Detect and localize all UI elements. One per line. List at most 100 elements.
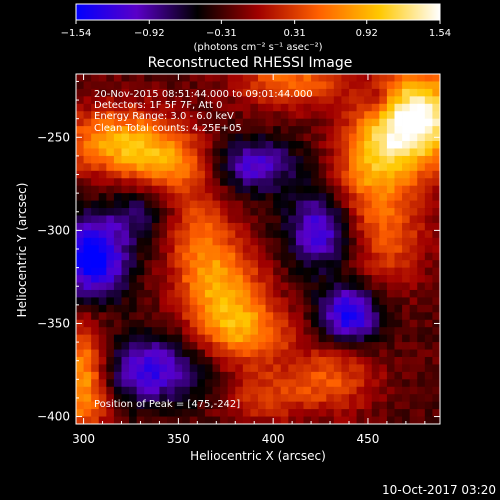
heatmap-cell bbox=[273, 260, 282, 269]
heatmap-cell bbox=[129, 141, 138, 149]
heatmap-cell bbox=[242, 126, 251, 134]
heatmap-cell bbox=[113, 282, 122, 291]
heatmap-cell bbox=[288, 304, 297, 313]
heatmap-cell bbox=[76, 208, 84, 216]
heatmap-cell bbox=[258, 155, 266, 164]
heatmap-cell bbox=[417, 193, 426, 201]
heatmap-cell bbox=[220, 304, 229, 313]
heatmap-cell bbox=[341, 416, 350, 425]
heatmap-cell bbox=[129, 267, 138, 276]
heatmap-cell bbox=[197, 96, 206, 105]
heatmap-cell bbox=[159, 364, 168, 373]
heatmap-cell bbox=[220, 319, 229, 328]
heatmap-cell bbox=[273, 200, 282, 209]
heatmap-cell bbox=[349, 148, 357, 157]
heatmap-cell bbox=[113, 327, 122, 336]
heatmap-cell bbox=[288, 74, 297, 82]
heatmap-cell bbox=[159, 155, 168, 164]
heatmap-cell bbox=[394, 81, 403, 90]
heatmap-cell bbox=[311, 118, 320, 127]
heatmap-cell bbox=[326, 215, 335, 224]
heatmap-cell bbox=[174, 334, 183, 343]
heatmap-cell bbox=[113, 342, 122, 350]
heatmap-cell bbox=[356, 178, 365, 187]
heatmap-cell bbox=[303, 386, 312, 395]
heatmap-cell bbox=[136, 222, 145, 231]
heatmap-cell bbox=[303, 96, 312, 105]
heatmap-cell bbox=[174, 200, 183, 209]
heatmap-cell bbox=[379, 364, 388, 373]
heatmap-cell bbox=[432, 409, 441, 417]
heatmap-cell bbox=[424, 349, 433, 358]
heatmap-cell bbox=[159, 409, 168, 417]
heatmap-cell bbox=[295, 185, 304, 194]
heatmap-cell bbox=[220, 275, 229, 283]
heatmap-cell bbox=[91, 155, 100, 164]
heatmap-cell bbox=[151, 170, 160, 179]
heatmap-cell bbox=[386, 96, 395, 105]
heatmap-cell bbox=[265, 282, 274, 291]
heatmap-cell bbox=[371, 379, 380, 388]
heatmap-cell bbox=[341, 88, 350, 97]
heatmap-cell bbox=[167, 81, 175, 90]
heatmap-cell bbox=[265, 252, 274, 261]
heatmap-cell bbox=[159, 200, 168, 209]
heatmap-cell bbox=[227, 208, 236, 216]
heatmap-cell bbox=[242, 342, 251, 350]
heatmap-cell bbox=[341, 200, 350, 209]
heatmap-cell bbox=[197, 297, 206, 306]
heatmap-cell bbox=[250, 260, 259, 269]
heatmap-cell bbox=[333, 200, 342, 209]
heatmap-cell bbox=[424, 386, 433, 395]
heatmap-cell bbox=[409, 379, 418, 388]
heatmap-cell bbox=[258, 289, 266, 298]
heatmap-cell bbox=[265, 312, 274, 321]
heatmap-cell bbox=[364, 327, 373, 336]
heatmap-cell bbox=[250, 289, 259, 298]
heatmap-cell bbox=[333, 252, 342, 261]
heatmap-cell bbox=[326, 208, 335, 216]
heatmap-cell bbox=[151, 416, 160, 425]
heatmap-cell bbox=[258, 81, 266, 90]
heatmap-cell bbox=[113, 334, 122, 343]
heatmap-cell bbox=[432, 74, 441, 82]
heatmap-cell bbox=[280, 118, 289, 127]
heatmap-cell bbox=[288, 401, 297, 410]
heatmap-cell bbox=[386, 260, 395, 269]
heatmap-cell bbox=[341, 141, 350, 149]
heatmap-cell bbox=[341, 409, 350, 417]
heatmap-cell bbox=[144, 237, 153, 246]
heatmap-cell bbox=[250, 394, 259, 403]
heatmap-cell bbox=[129, 304, 138, 313]
heatmap-cell bbox=[280, 379, 289, 388]
heatmap-cell bbox=[356, 81, 365, 90]
heatmap-cell bbox=[424, 312, 433, 321]
heatmap-cell bbox=[167, 148, 175, 157]
heatmap-cell bbox=[151, 155, 160, 164]
heatmap-cell bbox=[189, 230, 198, 239]
heatmap-cell bbox=[174, 297, 183, 306]
heatmap-cell bbox=[273, 155, 282, 164]
heatmap-cell bbox=[288, 416, 297, 425]
heatmap-cell bbox=[129, 349, 138, 358]
heatmap-cell bbox=[280, 356, 289, 365]
heatmap-cell bbox=[402, 334, 411, 343]
heatmap-cell bbox=[242, 409, 251, 417]
heatmap-cell bbox=[265, 74, 274, 82]
heatmap-cell bbox=[318, 394, 327, 403]
heatmap-cell bbox=[349, 327, 357, 336]
heatmap-cell bbox=[220, 386, 229, 395]
heatmap-cell bbox=[371, 126, 380, 134]
heatmap-cell bbox=[250, 379, 259, 388]
heatmap-cell bbox=[204, 282, 213, 291]
heatmap-cell bbox=[227, 81, 236, 90]
heatmap-cell bbox=[167, 289, 175, 298]
heatmap-cell bbox=[144, 215, 153, 224]
heatmap-cell bbox=[189, 96, 198, 105]
heatmap-cell bbox=[318, 118, 327, 127]
heatmap-cell bbox=[424, 401, 433, 410]
heatmap-cell bbox=[235, 342, 244, 350]
heatmap-cell bbox=[318, 245, 327, 254]
heatmap-cell bbox=[197, 267, 206, 276]
heatmap-cell bbox=[295, 245, 304, 254]
